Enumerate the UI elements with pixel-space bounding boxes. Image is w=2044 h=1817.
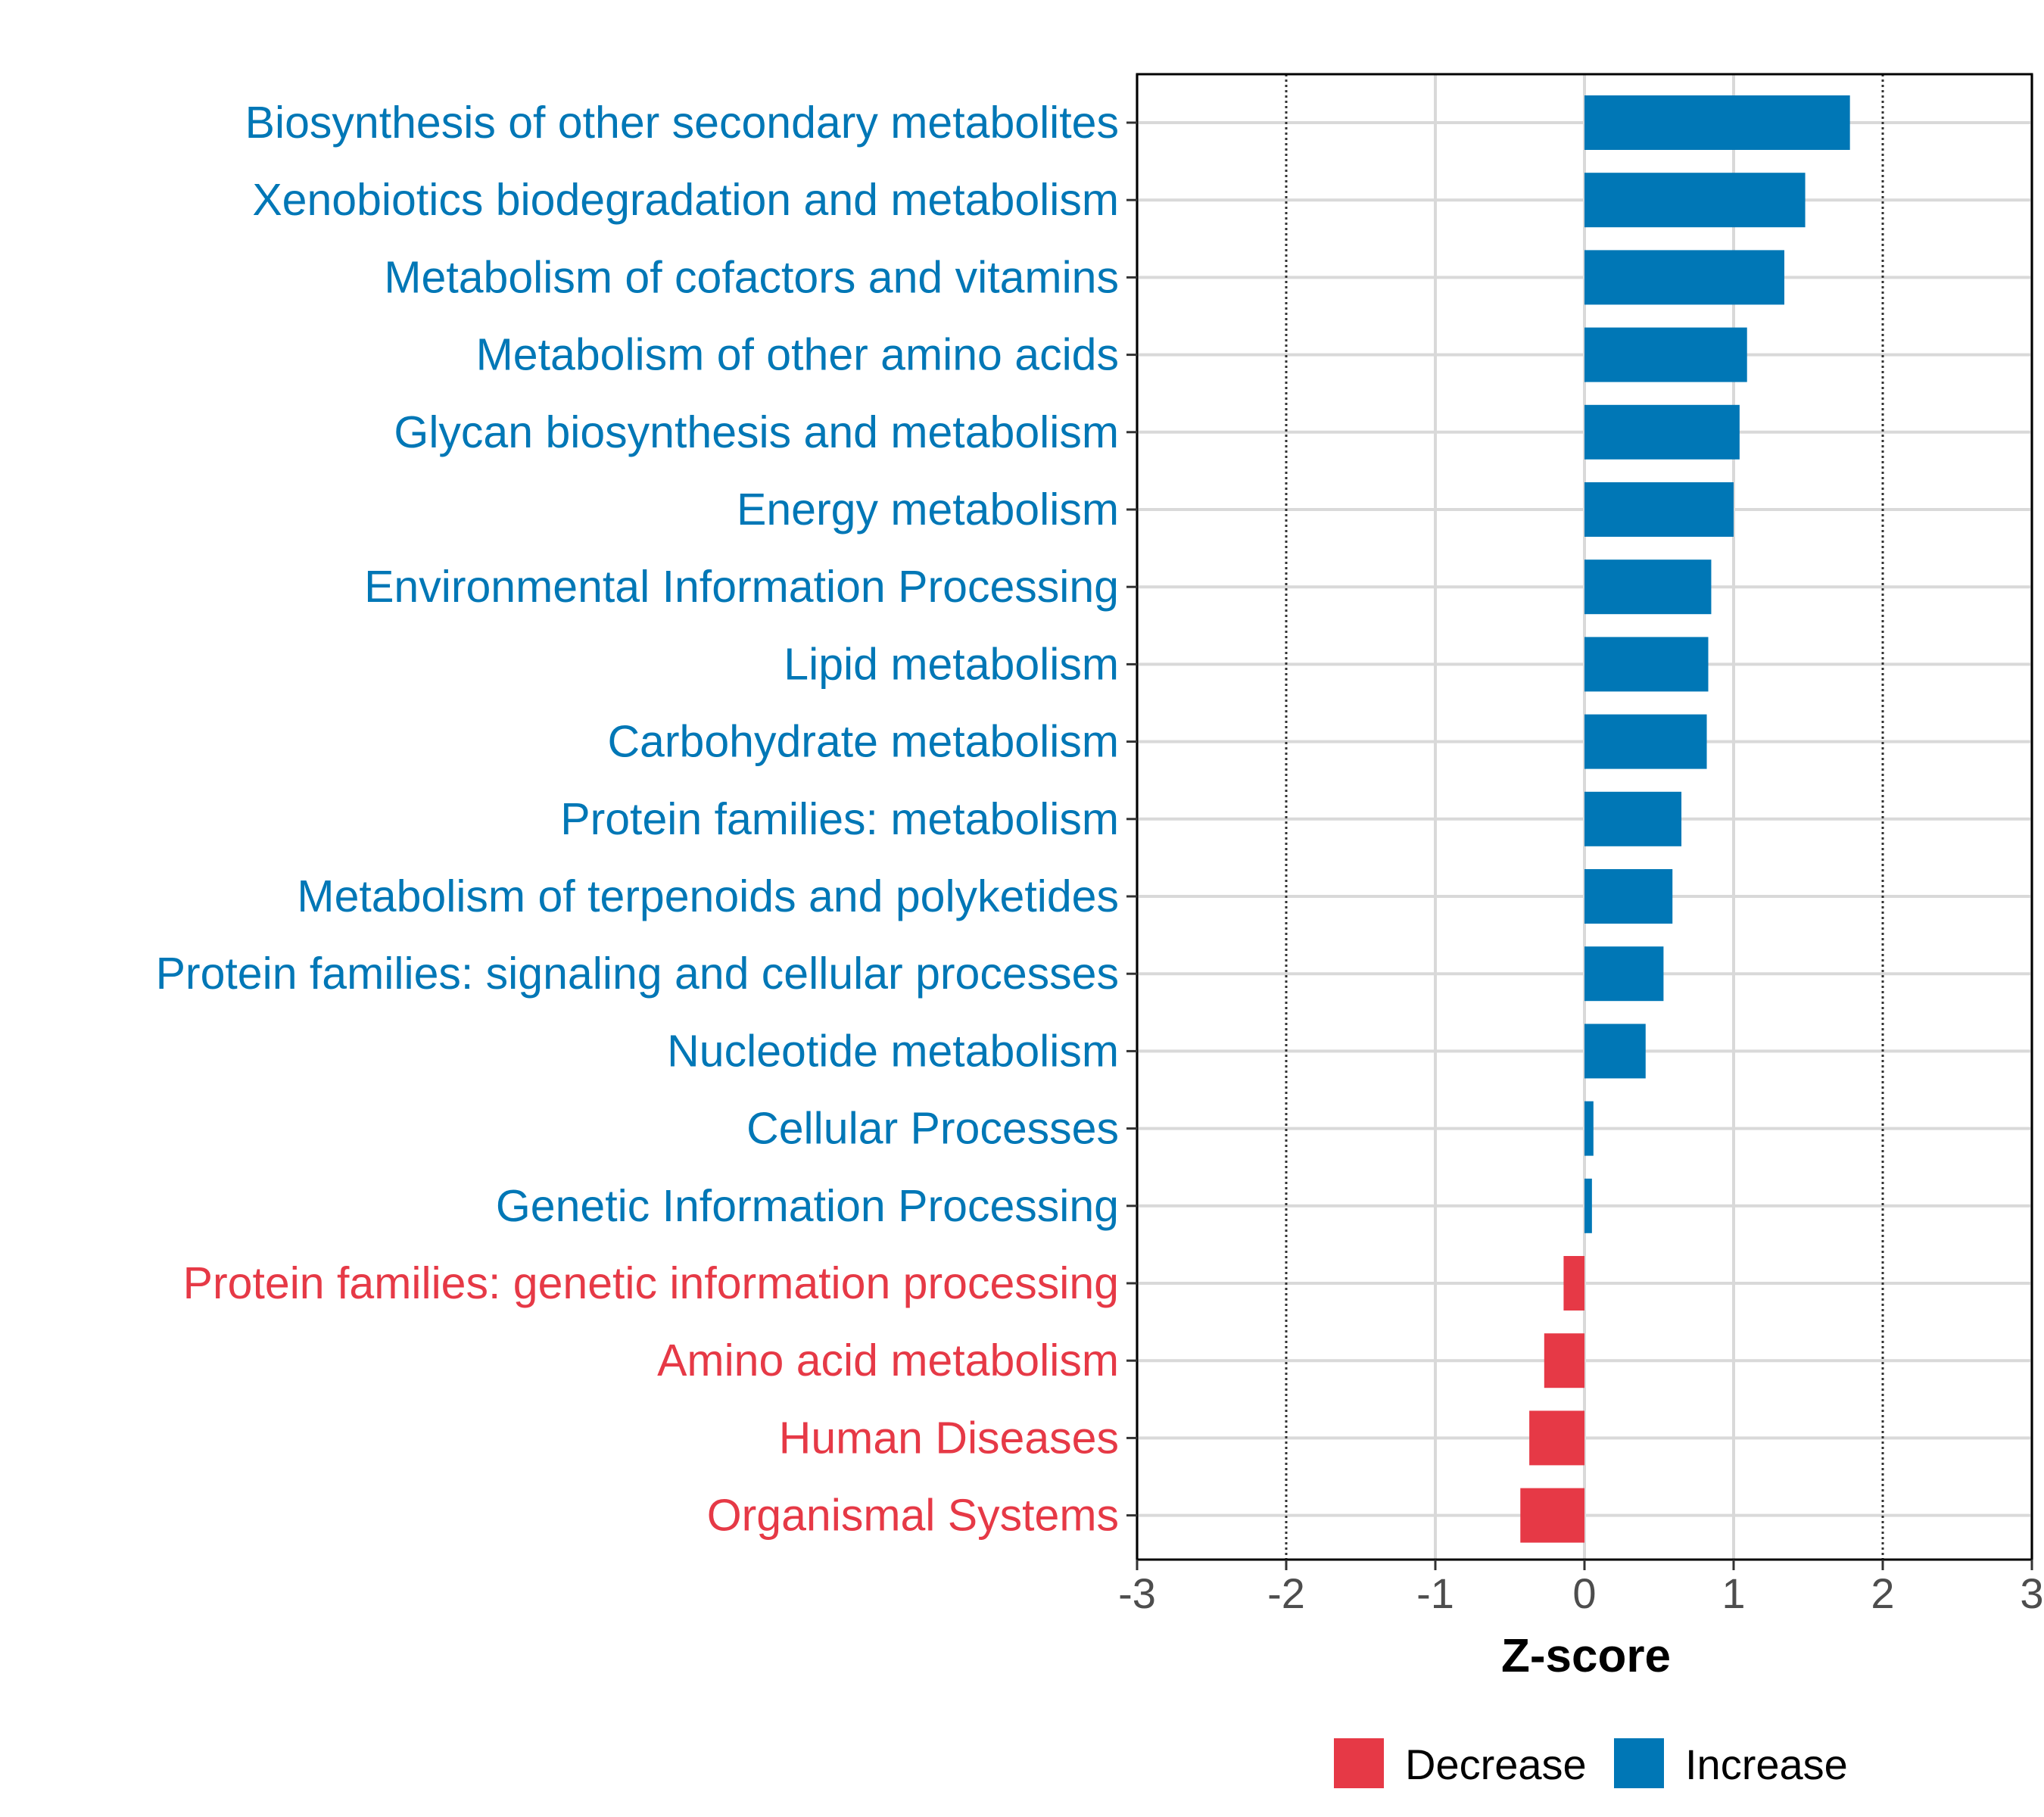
legend-swatch-decrease [1334,1738,1384,1788]
x-axis-title: Z-score [1501,1630,1671,1682]
bars [1520,95,1850,1543]
category-label: Amino acid metabolism [657,1335,1119,1385]
category-label: Metabolism of terpenoids and polyketides [297,871,1119,921]
category-label: Lipid metabolism [784,639,1119,689]
bar [1584,1024,1646,1079]
bar [1584,173,1806,228]
legend-label-increase: Increase [1685,1741,1848,1788]
legend-label-decrease: Decrease [1405,1741,1587,1788]
bar [1584,250,1784,305]
bar [1584,714,1707,769]
x-tick-label: 1 [1722,1569,1745,1617]
bar [1584,559,1712,615]
category-label: Xenobiotics biodegradation and metabolis… [252,175,1119,225]
category-label: Environmental Information Processing [364,562,1119,612]
bar [1584,404,1740,460]
category-label: Protein families: metabolism [560,794,1119,844]
x-tick-label: -2 [1267,1569,1305,1617]
bar [1584,637,1709,692]
bar [1563,1256,1584,1311]
category-label: Energy metabolism [737,485,1119,535]
category-label: Metabolism of other amino acids [476,330,1119,380]
category-label: Organismal Systems [707,1491,1119,1541]
x-tick-label: 0 [1572,1569,1596,1617]
category-label: Protein families: signaling and cellular… [156,949,1119,999]
bar [1520,1488,1584,1543]
bar [1584,869,1673,924]
x-tick-label: -3 [1118,1569,1156,1617]
category-label: Metabolism of cofactors and vitamins [384,252,1119,302]
category-label: Cellular Processes [746,1104,1119,1154]
y-axis-ticks [1126,121,1137,1517]
legend: Decrease Increase [1334,1738,1848,1788]
category-label: Nucleotide metabolism [667,1026,1119,1076]
x-tick-label: -1 [1416,1569,1454,1617]
legend-swatch-increase [1614,1738,1664,1788]
x-tick-label: 2 [1871,1569,1894,1617]
bar [1584,95,1850,150]
category-label: Glycan biosynthesis and metabolism [394,407,1119,457]
bar [1584,791,1682,846]
reference-lines [1285,74,1884,1560]
category-label: Carbohydrate metabolism [607,717,1119,767]
bar [1584,327,1747,382]
bar [1584,946,1664,1002]
bar [1584,482,1734,537]
y-axis-labels: Biosynthesis of other secondary metaboli… [156,98,1119,1541]
x-axis-ticks: -3 -2 -1 0 1 2 3 [1118,1560,2044,1617]
category-label: Protein families: genetic information pr… [183,1258,1119,1308]
bar [1529,1410,1584,1466]
bar [1584,1178,1592,1233]
category-label: Genetic Information Processing [496,1181,1119,1231]
category-label: Biosynthesis of other secondary metaboli… [245,98,1119,148]
category-label: Human Diseases [779,1413,1119,1463]
x-tick-label: 3 [2020,1569,2043,1617]
bar [1544,1333,1584,1388]
bar [1584,1101,1594,1156]
